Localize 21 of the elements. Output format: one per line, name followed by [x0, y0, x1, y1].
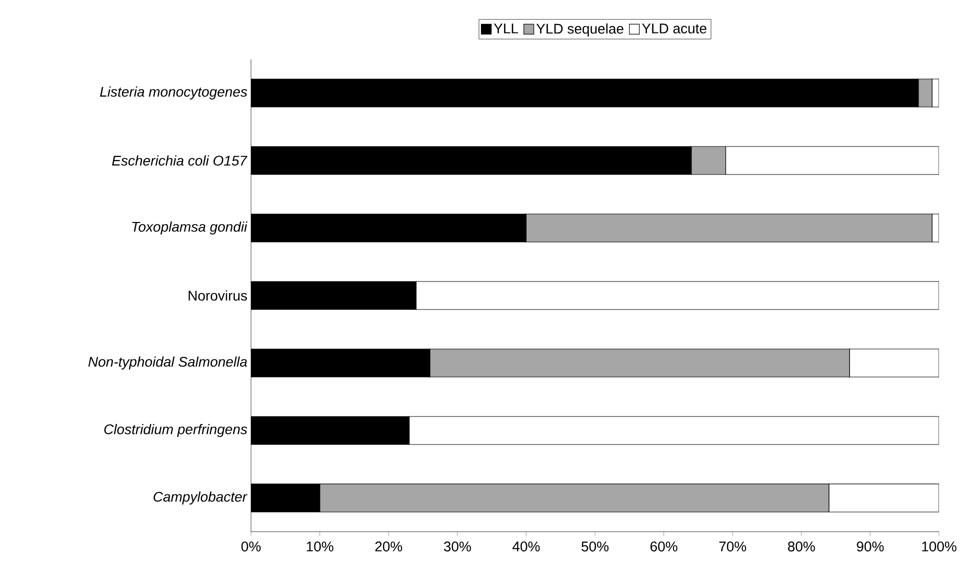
x-tick-label: 0% — [241, 542, 261, 552]
y-tick-label: Norovirus — [188, 290, 247, 301]
x-tick-label: 70% — [719, 542, 746, 552]
y-tick-label: Non-typhoidal Salmonella — [88, 356, 247, 370]
y-tick-label: Escherichia coli O157 — [112, 155, 248, 166]
x-tick-label: 40% — [512, 542, 540, 552]
x-tick-label: 20% — [375, 542, 402, 552]
y-tick-label: Toxoplamsa gondii — [132, 221, 248, 235]
legend-label: YLD acute — [642, 24, 706, 34]
x-tick-label: 80% — [788, 542, 815, 552]
x-tick-label: 50% — [582, 542, 609, 552]
x-tick-label: 90% — [856, 542, 884, 552]
legend-label: YLD sequelae — [536, 23, 624, 36]
y-tick-label: Clostridium perfringens — [104, 424, 248, 438]
y-tick-label: Campylobacter — [154, 491, 248, 505]
x-tick-label: 30% — [444, 542, 471, 552]
x-tick-label: 10% — [306, 542, 334, 552]
x-tick-label: 100% — [922, 542, 956, 552]
legend-label: YLL — [494, 24, 518, 34]
y-tick-label: Listeria monocytogenes — [100, 86, 248, 100]
x-tick-label: 60% — [650, 542, 678, 552]
